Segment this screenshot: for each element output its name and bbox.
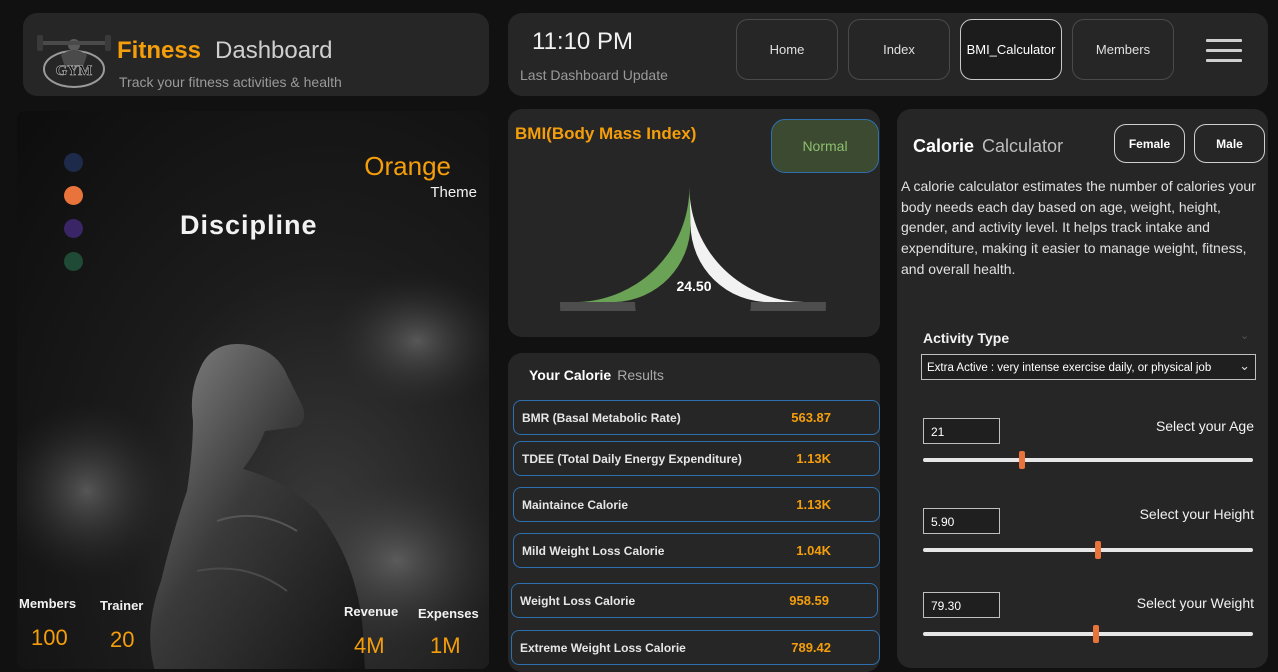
result-value: 1.13K — [796, 497, 831, 512]
result-row-extreme-loss: Extreme Weight Loss Calorie 789.42 — [511, 630, 880, 665]
app-title: Fitness Dashboard — [117, 37, 332, 65]
weight-slider[interactable] — [923, 625, 1253, 643]
weight-slider-thumb[interactable] — [1093, 625, 1100, 643]
weight-input[interactable]: 79.30 — [923, 592, 1000, 618]
revenue-stat-value: 4M — [354, 633, 385, 658]
logo-text: GYM — [56, 63, 93, 79]
gauge-outer-ring — [560, 302, 826, 311]
result-row-mild-loss: Mild Weight Loss Calorie 1.04K — [513, 533, 880, 568]
gauge-remaining-arc — [689, 187, 808, 303]
height-slider-thumb[interactable] — [1094, 541, 1101, 559]
theme-dot-purple[interactable] — [64, 219, 83, 238]
trainer-stat-label: Trainer — [100, 598, 144, 613]
result-row-weight-loss: Weight Loss Calorie 958.59 — [511, 583, 878, 618]
result-row-bmr: BMR (Basal Metabolic Rate) 563.87 — [513, 400, 880, 435]
result-label: Weight Loss Calorie — [520, 594, 636, 608]
results-title-light: Results — [617, 367, 664, 383]
nav-home-button[interactable]: Home — [736, 19, 838, 80]
activity-type-label: Activity Type — [923, 330, 1010, 346]
calculator-title-light: Calculator — [982, 136, 1064, 156]
gym-logo: GYM — [31, 31, 117, 91]
results-title: Your Calorie Results — [529, 367, 664, 383]
gauge-value-arc — [578, 187, 691, 302]
athlete-image — [150, 344, 365, 669]
bmi-status-badge: Normal — [771, 119, 879, 173]
chevron-down-icon: ⌄ — [1240, 330, 1250, 342]
height-slider-label: Select your Height — [1139, 506, 1254, 522]
bmi-title: BMI(Body Mass Index) — [515, 124, 697, 143]
hero-headline: Discipline — [180, 210, 318, 240]
dashboard-header: GYM Fitness Dashboard Track your fitness … — [23, 13, 489, 96]
nav-members-button[interactable]: Members — [1072, 19, 1174, 80]
result-row-maintenance: Maintaince Calorie 1.13K — [513, 487, 880, 522]
members-stat-value: 100 — [31, 625, 68, 650]
hero-banner: Orange Theme Discipline Members 100 Trai… — [17, 111, 489, 669]
nav-index-button[interactable]: Index — [848, 19, 950, 80]
result-value: 563.87 — [791, 410, 831, 425]
weight-slider-label: Select your Weight — [1136, 595, 1254, 611]
result-value: 958.59 — [789, 593, 829, 608]
age-slider-label: Select your Age — [1155, 418, 1254, 434]
calculator-title: Calorie Calculator — [913, 136, 1063, 157]
result-row-tdee: TDEE (Total Daily Energy Expenditure) 1.… — [513, 441, 880, 476]
theme-dot-green[interactable] — [64, 252, 83, 271]
calorie-calculator-panel: Calorie Calculator Female Male A calorie … — [897, 109, 1268, 668]
expenses-stat-label: Expenses — [418, 606, 479, 621]
title-secondary: Dashboard — [215, 37, 333, 64]
calculator-description: A calorie calculator estimates the numbe… — [901, 178, 1256, 277]
top-navigation-bar: 11:10 PM Last Dashboard Update Home Inde… — [508, 13, 1268, 96]
expenses-stat-value: 1M — [430, 633, 461, 658]
app-subtitle: Track your fitness activities & health — [119, 74, 342, 90]
age-input[interactable]: 21 — [923, 418, 1000, 444]
theme-dot-navy[interactable] — [64, 153, 83, 172]
age-slider[interactable] — [923, 451, 1253, 469]
chevron-down-icon: ⌄ — [1239, 358, 1250, 373]
revenue-stat-label: Revenue — [344, 604, 399, 619]
bmi-value: 24.50 — [676, 278, 711, 294]
smoke-background — [17, 271, 489, 651]
activity-type-dropdown[interactable]: Extra Active : very intense exercise dai… — [921, 354, 1256, 380]
last-update-time: 11:10 PM — [532, 28, 633, 55]
result-label: TDEE (Total Daily Energy Expenditure) — [522, 452, 742, 466]
bmi-panel: BMI(Body Mass Index) Normal 24.50 — [508, 109, 880, 337]
theme-dot-orange[interactable] — [64, 186, 83, 205]
result-label: Extreme Weight Loss Calorie — [520, 641, 686, 655]
height-slider[interactable] — [923, 541, 1253, 559]
members-stat-label: Members — [19, 596, 77, 611]
result-label: Maintaince Calorie — [522, 498, 629, 512]
age-slider-thumb[interactable] — [1019, 451, 1025, 469]
female-button[interactable]: Female — [1114, 124, 1185, 163]
calorie-results-panel: Your Calorie Results BMR (Basal Metabolic… — [508, 353, 880, 672]
calculator-title-bold: Calorie — [913, 136, 975, 156]
result-label: Mild Weight Loss Calorie — [522, 544, 665, 558]
nav-bmi-calculator-button[interactable]: BMI_Calculator — [960, 19, 1062, 80]
activity-type-value: Extra Active : very intense exercise dai… — [927, 362, 1212, 374]
result-value: 1.04K — [796, 543, 831, 558]
theme-name: Orange — [364, 151, 451, 181]
bmi-gauge: 24.50 — [560, 187, 826, 311]
result-label: BMR (Basal Metabolic Rate) — [522, 411, 681, 425]
hamburger-menu-icon[interactable] — [1206, 39, 1242, 63]
result-value: 1.13K — [796, 451, 831, 466]
last-update-label: Last Dashboard Update — [520, 67, 668, 83]
male-button[interactable]: Male — [1194, 124, 1265, 163]
trainer-stat-value: 20 — [110, 627, 135, 652]
theme-label: Theme — [430, 184, 477, 201]
results-title-bold: Your Calorie — [529, 367, 612, 383]
title-primary: Fitness — [117, 37, 202, 64]
result-value: 789.42 — [791, 640, 831, 655]
height-input[interactable]: 5.90 — [923, 508, 1000, 534]
